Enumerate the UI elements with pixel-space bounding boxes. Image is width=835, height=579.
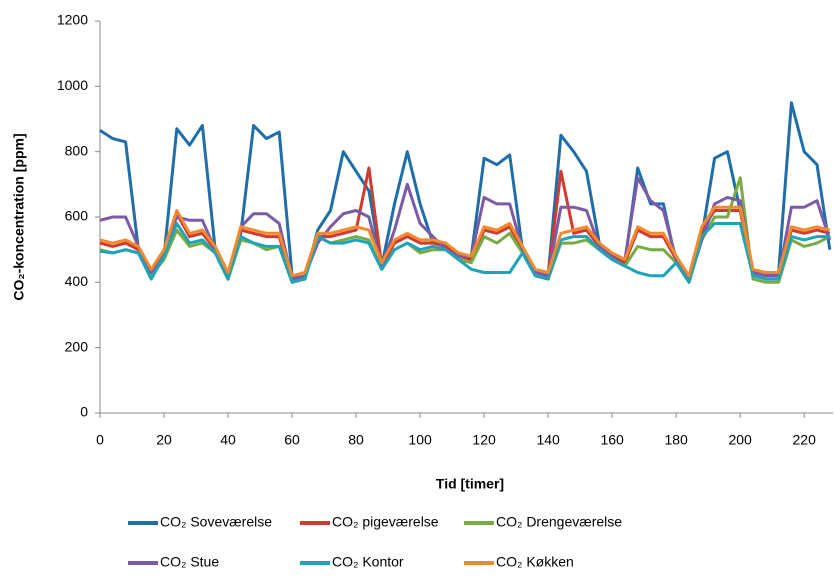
legend-label: CO₂ Køkken <box>496 554 574 570</box>
x-tick-label: 220 <box>793 432 817 448</box>
x-tick-label: 140 <box>536 432 560 448</box>
legend-label: CO₂ Drengeværelse <box>496 514 622 530</box>
y-tick-label: 1200 <box>57 12 88 28</box>
legend-label: CO₂ Stue <box>160 554 219 570</box>
y-axis-label: CO₂-koncentration [ppm] <box>11 133 27 300</box>
legend-label: CO₂ Kontor <box>332 554 404 570</box>
x-tick-label: 60 <box>284 432 300 448</box>
x-axis-label: Tid [timer] <box>436 476 504 492</box>
y-tick-label: 1000 <box>57 77 88 93</box>
legend-label: CO₂ Soveværelse <box>160 514 272 530</box>
x-tick-label: 100 <box>408 432 432 448</box>
x-tick-label: 20 <box>156 432 172 448</box>
series-line <box>99 205 831 278</box>
x-tick-label: 160 <box>600 432 624 448</box>
x-tick-label: 200 <box>728 432 752 448</box>
x-tick-label: 120 <box>472 432 496 448</box>
x-tick-label: 40 <box>220 432 236 448</box>
x-tick-label: 0 <box>96 432 104 448</box>
legend-label: CO₂ pigeværelse <box>332 514 439 530</box>
y-tick-label: 400 <box>65 273 89 289</box>
x-tick-label: 180 <box>664 432 688 448</box>
y-tick-label: 800 <box>65 142 89 158</box>
x-tick-label: 80 <box>348 432 364 448</box>
y-tick-label: 0 <box>80 404 88 420</box>
y-tick-label: 200 <box>65 338 89 354</box>
y-tick-label: 600 <box>65 208 89 224</box>
series-line <box>99 222 830 284</box>
series-line <box>99 101 832 281</box>
